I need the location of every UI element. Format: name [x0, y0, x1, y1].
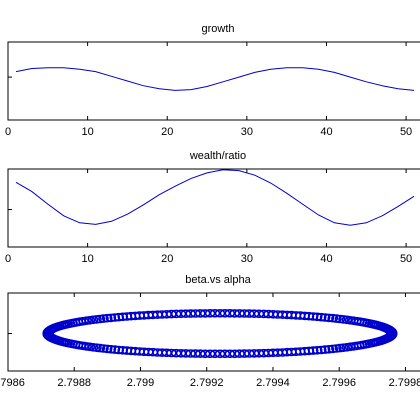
scatter-point	[109, 345, 121, 354]
scatter-point	[319, 345, 331, 354]
x-tick-label: 2.799	[127, 377, 155, 389]
x-tick-label: 20	[161, 126, 173, 138]
scatter-point	[109, 313, 121, 322]
x-tick-label: 2.7996	[322, 377, 356, 389]
x-tick-label: 40	[320, 126, 332, 138]
x-tick-label: 10	[81, 253, 93, 265]
scatter-point	[229, 309, 240, 318]
scatter-point	[204, 349, 216, 359]
subplot-2: wealth/ratio 0 10 20 30 40 50	[5, 150, 420, 265]
scatter-point	[239, 309, 250, 318]
plot-frame	[7, 292, 420, 372]
x-tick-label: 40	[320, 253, 332, 265]
x-tick-label: 2.7988	[57, 377, 91, 389]
series-line	[15, 67, 415, 91]
scatter-point	[105, 344, 117, 354]
scatter-point	[327, 313, 339, 323]
scatter-point	[98, 344, 109, 353]
x-tick-label: 2.7998	[389, 377, 420, 389]
x-tick-label: 50	[400, 253, 412, 265]
x-tick-label: 2.7992	[190, 377, 224, 389]
scatter-point	[323, 313, 335, 323]
x-tick-label: 10	[81, 126, 93, 138]
plot-title: wealth/ratio	[189, 150, 246, 162]
scatter-point	[209, 349, 221, 359]
plot-frame	[7, 168, 420, 248]
plot-frame	[7, 41, 420, 121]
scatter-point	[117, 312, 129, 322]
x-tick-label: 2.7986	[0, 377, 25, 389]
series-line	[15, 169, 415, 226]
subplot-3: beta.vs alpha 2.7986 2.7988 2.799 2.7992 2.79…	[0, 274, 420, 389]
scatter-point	[195, 349, 206, 359]
subplot-1: growth 0 10 20 30 40 50	[5, 23, 420, 138]
scatter-point	[224, 349, 236, 359]
scatter-point	[214, 308, 226, 318]
scatter-point	[386, 329, 398, 339]
scatter-point	[234, 309, 245, 318]
x-tick-label: 20	[161, 253, 173, 265]
scatter-point	[319, 313, 331, 322]
x-tick-label: 0	[5, 253, 11, 265]
scatter-point	[307, 346, 319, 355]
x-tick-label: 30	[241, 126, 253, 138]
scatter-point	[219, 308, 231, 318]
scatter-point	[315, 312, 327, 322]
scatter-point	[209, 308, 221, 318]
x-tick-label: 2.7994	[256, 377, 290, 389]
scatter-point	[323, 344, 335, 354]
x-tick-label: 30	[241, 253, 253, 265]
scatter-point	[315, 345, 327, 355]
scatter-point	[101, 313, 113, 323]
scatter-point	[229, 349, 240, 359]
plot-title: beta.vs alpha	[185, 274, 251, 286]
x-tick-label: 50	[400, 126, 412, 138]
scatter-point	[101, 344, 113, 354]
scatter-point	[113, 312, 124, 322]
scatter-point	[311, 345, 323, 355]
x-tick-label: 0	[5, 126, 11, 138]
scatter-point	[105, 313, 117, 323]
scatter-point	[204, 308, 216, 318]
plot-title: growth	[201, 23, 234, 35]
